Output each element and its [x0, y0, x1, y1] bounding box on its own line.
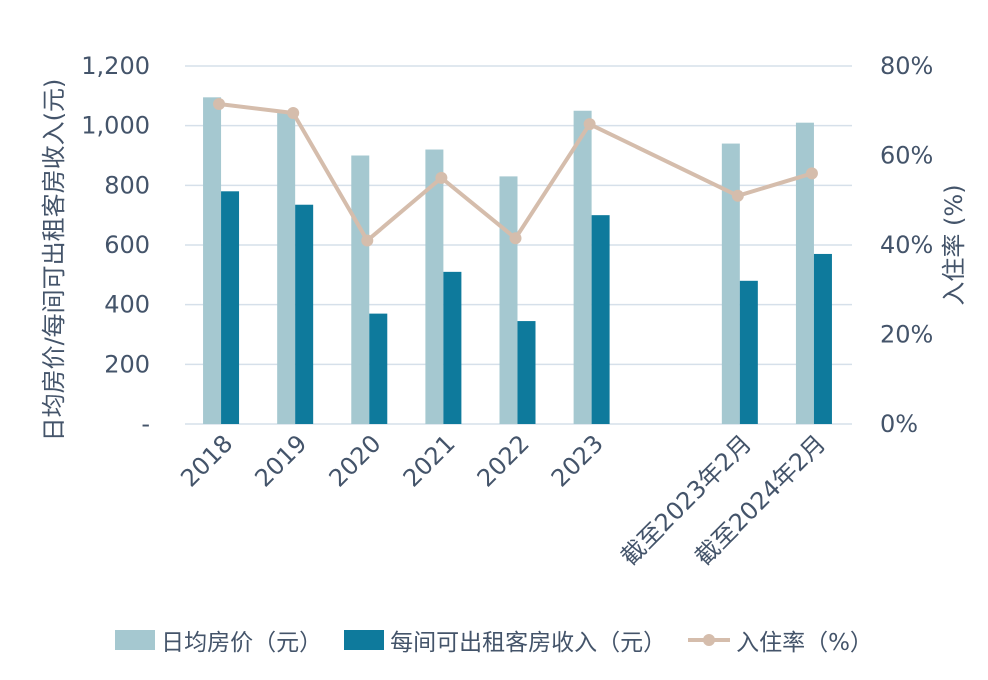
legend-item-revpar: 每间可出租客房收入（元）	[344, 623, 666, 657]
bar-revpar	[813, 253, 832, 424]
x-tick-label: 2020	[324, 429, 387, 492]
legend: 日均房价（元） 每间可出租客房收入（元） 入住率（%）	[0, 615, 988, 665]
bar-adr	[795, 122, 814, 424]
left-tick-label: -	[141, 410, 150, 438]
left-tick-label: 800	[104, 171, 150, 199]
bar-adr	[425, 149, 444, 425]
legend-label-revpar: 每间可出租客房收入（元）	[390, 630, 667, 656]
right-axis-title: 入住率 (%)	[940, 184, 968, 305]
occupancy-point	[731, 189, 744, 202]
right-tick-label: 60%	[880, 142, 933, 170]
occupancy-point	[509, 232, 522, 245]
right-tick-label: 20%	[880, 321, 933, 349]
occupancy-line-path	[218, 102, 813, 243]
bar-adr	[351, 155, 370, 424]
bar-adr	[499, 176, 518, 424]
legend-item-adr: 日均房价（元）	[115, 623, 322, 657]
bar-adr	[277, 112, 296, 424]
legend-label-occupancy: 入住率（%）	[736, 630, 873, 656]
x-tick-label: 截至2024年2月	[690, 429, 832, 571]
left-tick-label: 1,200	[81, 52, 150, 80]
bar-revpar	[517, 321, 536, 424]
occupancy-point	[361, 234, 374, 247]
right-tick-label: 0%	[880, 410, 918, 438]
left-tick-label: 200	[104, 350, 150, 378]
x-tick-label: 截至2023年2月	[615, 429, 757, 571]
bar-revpar	[295, 204, 314, 424]
occupancy-line	[213, 98, 818, 247]
left-tick-label: 400	[104, 291, 150, 319]
bar-revpar	[443, 271, 462, 424]
bar-revpar	[591, 215, 610, 424]
occupancy-point	[287, 106, 300, 119]
legend-item-occupancy: 入住率（%）	[688, 623, 873, 657]
bar-revpar	[369, 313, 388, 424]
occupancy-point	[435, 171, 448, 184]
bar-adr	[573, 110, 592, 424]
legend-swatch-occupancy	[688, 630, 731, 650]
left-tick-label: 1,000	[81, 112, 150, 140]
bar-adr	[203, 97, 222, 424]
bars	[203, 97, 832, 425]
left-tick-label: 600	[104, 231, 150, 259]
x-tick-label: 2021	[398, 429, 461, 492]
occupancy-point	[213, 98, 226, 111]
x-tick-label: 2022	[472, 429, 535, 492]
bar-adr	[721, 143, 740, 425]
right-tick-label: 80%	[880, 52, 933, 80]
x-tick-label: 2018	[175, 429, 238, 492]
left-axis-title: 日均房价/每间可出租客房收入(元)	[40, 79, 68, 442]
right-tick-label: 40%	[880, 231, 933, 259]
x-tick-label: 2019	[249, 429, 312, 492]
occupancy-point	[583, 118, 596, 131]
bar-revpar	[221, 191, 240, 424]
legend-label-adr: 日均房价（元）	[161, 630, 323, 656]
occupancy-point	[805, 167, 818, 180]
bar-revpar	[739, 280, 758, 424]
legend-swatch-revpar	[344, 630, 385, 650]
legend-swatch-adr	[115, 630, 156, 650]
x-tick-label: 2023	[546, 429, 609, 492]
